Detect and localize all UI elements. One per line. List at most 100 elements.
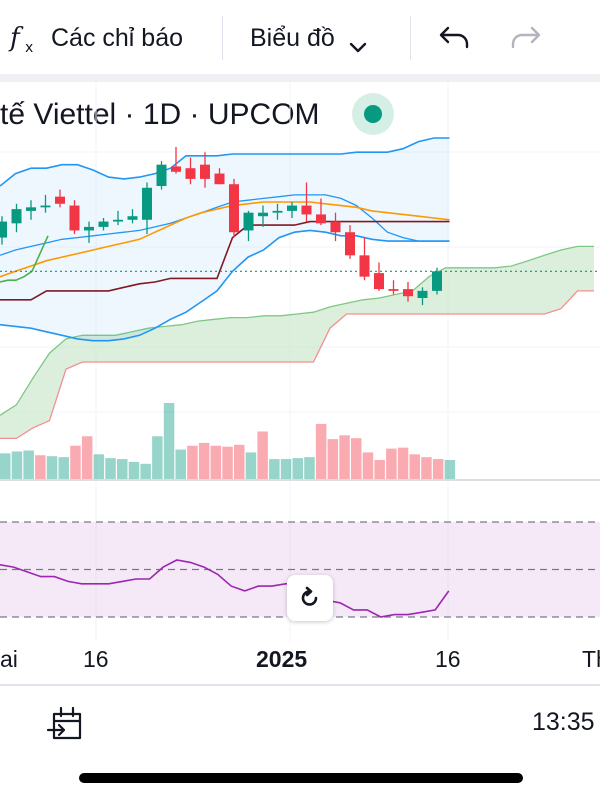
candle <box>403 282 413 302</box>
candle-body <box>330 221 341 233</box>
candle <box>301 182 312 222</box>
candle-body <box>156 164 167 186</box>
volume-bar <box>23 450 34 479</box>
candle <box>243 210 254 242</box>
volume-bar <box>315 423 327 479</box>
rsi-line <box>0 559 450 618</box>
candle <box>40 194 51 213</box>
fx-icon: f x <box>8 18 40 58</box>
volume-bars <box>0 403 456 479</box>
volume-bar <box>0 453 11 479</box>
volume-bar <box>46 456 58 479</box>
candle <box>142 182 152 234</box>
candles <box>0 146 442 306</box>
volume-bar <box>11 451 23 479</box>
candle-body <box>316 214 326 224</box>
candle-body <box>0 221 7 238</box>
candle <box>214 168 225 185</box>
candle <box>55 189 65 208</box>
candle-body <box>258 212 268 217</box>
candle-body <box>142 187 152 220</box>
symbol-title[interactable]: tế Viettel · 1D · UPCOM <box>0 98 320 131</box>
candle-body <box>243 212 254 231</box>
volume-bar <box>362 452 374 479</box>
price-chart[interactable] <box>0 82 600 642</box>
date-range-icon <box>46 706 86 746</box>
candle-body <box>214 173 225 185</box>
candle <box>316 198 326 226</box>
candle <box>11 203 22 233</box>
candle-body <box>55 196 65 204</box>
volume-bar <box>93 454 105 479</box>
candle-body <box>301 205 312 215</box>
chevron-down-icon <box>349 32 367 53</box>
volume-bar <box>304 457 315 479</box>
volume-bar <box>397 447 409 479</box>
volume-bar <box>351 438 362 479</box>
go-to-date-button[interactable] <box>46 702 86 742</box>
indicator-lines <box>0 201 600 301</box>
candle <box>258 205 268 227</box>
volume-bar <box>198 442 210 479</box>
volume-bar <box>280 459 292 479</box>
senkou-b-line <box>0 290 594 440</box>
tenkan-line <box>0 235 49 283</box>
candle <box>69 200 80 234</box>
candle-body <box>272 210 283 213</box>
candle <box>388 280 399 295</box>
candle <box>26 200 36 220</box>
reset-chart-button[interactable] <box>287 575 333 621</box>
candle <box>229 178 239 238</box>
volume-bar <box>327 439 339 479</box>
senkou-a-line <box>0 245 594 416</box>
volume-bar <box>292 458 303 479</box>
bollinger-middle-line <box>0 194 450 256</box>
redo-icon <box>510 25 542 51</box>
volume-bar <box>386 448 397 479</box>
time-axis-label: 2025 <box>256 646 308 672</box>
volume-bar <box>245 452 257 479</box>
redo-button[interactable] <box>510 0 542 76</box>
cloud-area <box>0 246 594 439</box>
market-status[interactable] <box>352 93 394 135</box>
candle-body <box>359 255 370 277</box>
candle-body <box>200 164 210 179</box>
volume-bar <box>35 455 46 479</box>
indicators-button[interactable]: f x Các chỉ báo <box>8 0 183 76</box>
chart-type-button[interactable]: Biểu đồ <box>250 0 367 76</box>
ichimoku-cloud <box>0 245 594 440</box>
volume-bar <box>269 459 280 479</box>
home-indicator[interactable] <box>79 773 523 783</box>
undo-button[interactable] <box>438 0 470 76</box>
candle <box>84 221 94 243</box>
volume-bar <box>432 459 444 479</box>
candle <box>0 216 7 245</box>
time-axis-label: 16 <box>435 646 461 672</box>
candle <box>287 202 297 218</box>
time-axis-label: 16 <box>83 646 109 672</box>
bollinger-upper-line <box>0 137 450 187</box>
candle-body <box>403 289 413 297</box>
candle-body <box>84 226 94 231</box>
chart-type-label: Biểu đồ <box>250 23 335 52</box>
volume-bar <box>421 457 432 479</box>
svg-text:x: x <box>25 40 33 56</box>
candle-body <box>345 232 355 256</box>
candle <box>113 210 123 226</box>
candle-body <box>417 290 428 298</box>
bottom-bar-divider <box>0 684 600 686</box>
candle <box>171 146 181 174</box>
candle-body <box>171 166 181 172</box>
volume-bar <box>175 449 186 479</box>
candle-body <box>127 216 138 220</box>
volume-bar <box>105 458 116 479</box>
candle <box>374 262 384 291</box>
kijun-line <box>0 220 450 301</box>
volume-bar <box>128 461 140 479</box>
volume-bar <box>152 436 163 479</box>
volume-bar <box>81 436 93 479</box>
clock: 13:35 <box>532 708 595 736</box>
candle-body <box>98 221 109 227</box>
candle-body <box>113 219 123 222</box>
toolbar-divider <box>222 16 223 60</box>
